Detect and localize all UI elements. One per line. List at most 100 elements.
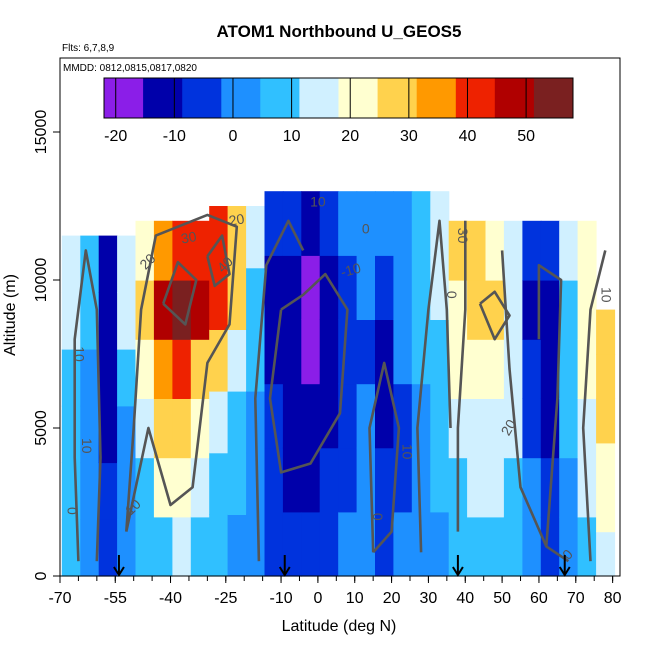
colorbar-swatch — [143, 78, 183, 118]
colorbar-swatch — [416, 78, 457, 118]
wind-cell — [153, 398, 173, 459]
wind-cell — [356, 191, 376, 256]
x-axis-label: Latitude (deg N) — [282, 618, 397, 635]
wind-cell — [227, 329, 247, 392]
wind-cell — [98, 292, 118, 350]
wind-cell — [596, 531, 616, 577]
contour-label: 10 — [310, 194, 326, 210]
wind-cell — [264, 383, 284, 449]
contour-label: 0 — [362, 220, 370, 236]
wind-cell — [411, 447, 431, 513]
flight-profile-arrows — [113, 555, 571, 577]
wind-cell — [264, 191, 284, 256]
wind-cell — [485, 339, 505, 399]
wind-cell — [375, 383, 394, 449]
contour-line — [581, 250, 607, 562]
wind-cell — [282, 255, 302, 320]
wind-cell — [559, 457, 579, 518]
wind-cell — [522, 280, 542, 340]
wind-cell — [485, 398, 505, 459]
wind-cell — [319, 191, 339, 256]
wind-cell — [375, 319, 394, 385]
wind-cell — [540, 220, 560, 281]
wind-cell — [135, 457, 155, 518]
wind-cell — [135, 516, 155, 577]
colorbar-swatch — [104, 78, 144, 118]
wind-cell — [61, 519, 81, 577]
contour-line — [268, 272, 349, 474]
y-axis-label: Altitude (m) — [2, 274, 19, 356]
x-tick-label: -10 — [270, 590, 293, 607]
wind-cell — [153, 339, 173, 399]
wind-cell — [98, 235, 118, 293]
colorbar-swatch — [494, 78, 535, 118]
contour-line — [73, 249, 102, 562]
x-tick-label: -25 — [214, 590, 237, 607]
wind-cell — [467, 516, 487, 577]
wind-cell — [448, 339, 468, 399]
wind-cell — [301, 383, 321, 449]
wind-cell — [503, 516, 523, 577]
wind-cell — [596, 398, 616, 444]
wind-cell — [98, 519, 118, 577]
flight-profile-arrow — [452, 555, 464, 577]
y-tick-label: 15000 — [33, 110, 50, 155]
contour-label: 10 — [72, 346, 88, 362]
wind-cell — [356, 511, 376, 577]
wind-cell — [227, 514, 247, 577]
y-tick-label: 5000 — [33, 410, 50, 446]
x-tick-label: 70 — [567, 590, 585, 607]
flight-profile-arrow — [558, 555, 571, 577]
colorbar-tick-label: 20 — [341, 128, 359, 145]
chart-title: ATOM1 Northbound U_GEOS5 — [217, 22, 462, 41]
wind-cell — [503, 220, 523, 281]
wind-cell — [596, 487, 616, 533]
wind-cell — [117, 235, 137, 293]
contour-line — [206, 234, 231, 288]
wind-cell — [264, 447, 284, 513]
wind-cell — [282, 319, 302, 385]
flight-profile-arrow — [278, 555, 291, 577]
wind-cell — [522, 398, 542, 459]
wind-cell — [61, 235, 81, 293]
contour-line — [161, 260, 198, 326]
contour-line — [500, 250, 570, 563]
wind-cell — [356, 319, 376, 385]
wind-cell — [375, 255, 394, 320]
x-tick-label: 20 — [383, 590, 401, 607]
x-tick-label: 10 — [346, 590, 364, 607]
wind-cell — [264, 255, 284, 320]
wind-cell — [393, 191, 413, 256]
wind-cell — [209, 391, 229, 454]
colorbar-tick-label: 10 — [283, 128, 301, 145]
colorbar-tick-label: -20 — [104, 128, 127, 145]
contour-line — [456, 220, 467, 532]
wind-cell — [209, 329, 229, 392]
wind-cell — [522, 516, 542, 577]
wind-cell — [375, 191, 394, 256]
wind-cell — [319, 511, 339, 577]
wind-cell — [98, 462, 118, 520]
contour-label: 30 — [455, 228, 471, 244]
wind-cell — [80, 349, 100, 407]
colorbar-tick-label: 30 — [400, 128, 418, 145]
x-tick-label: -70 — [48, 590, 71, 607]
x-tick-label: 50 — [493, 590, 511, 607]
wind-cell — [485, 220, 505, 281]
contour-label: 0 — [444, 291, 460, 299]
wind-cell — [80, 405, 100, 464]
wind-cell — [485, 457, 505, 518]
wind-cell — [172, 457, 192, 518]
wind-cell — [117, 292, 137, 350]
colorbar-swatch — [182, 78, 222, 118]
colorbar-swatch — [377, 78, 418, 118]
wind-cell — [135, 398, 155, 459]
contour-label: 0 — [370, 513, 386, 521]
wind-cell — [485, 516, 505, 577]
colorbar-swatch — [338, 78, 379, 118]
x-tick-label: 80 — [604, 590, 622, 607]
wind-cell — [467, 280, 487, 340]
wind-cell — [338, 511, 358, 577]
colorbar-tick-label: 40 — [459, 128, 477, 145]
